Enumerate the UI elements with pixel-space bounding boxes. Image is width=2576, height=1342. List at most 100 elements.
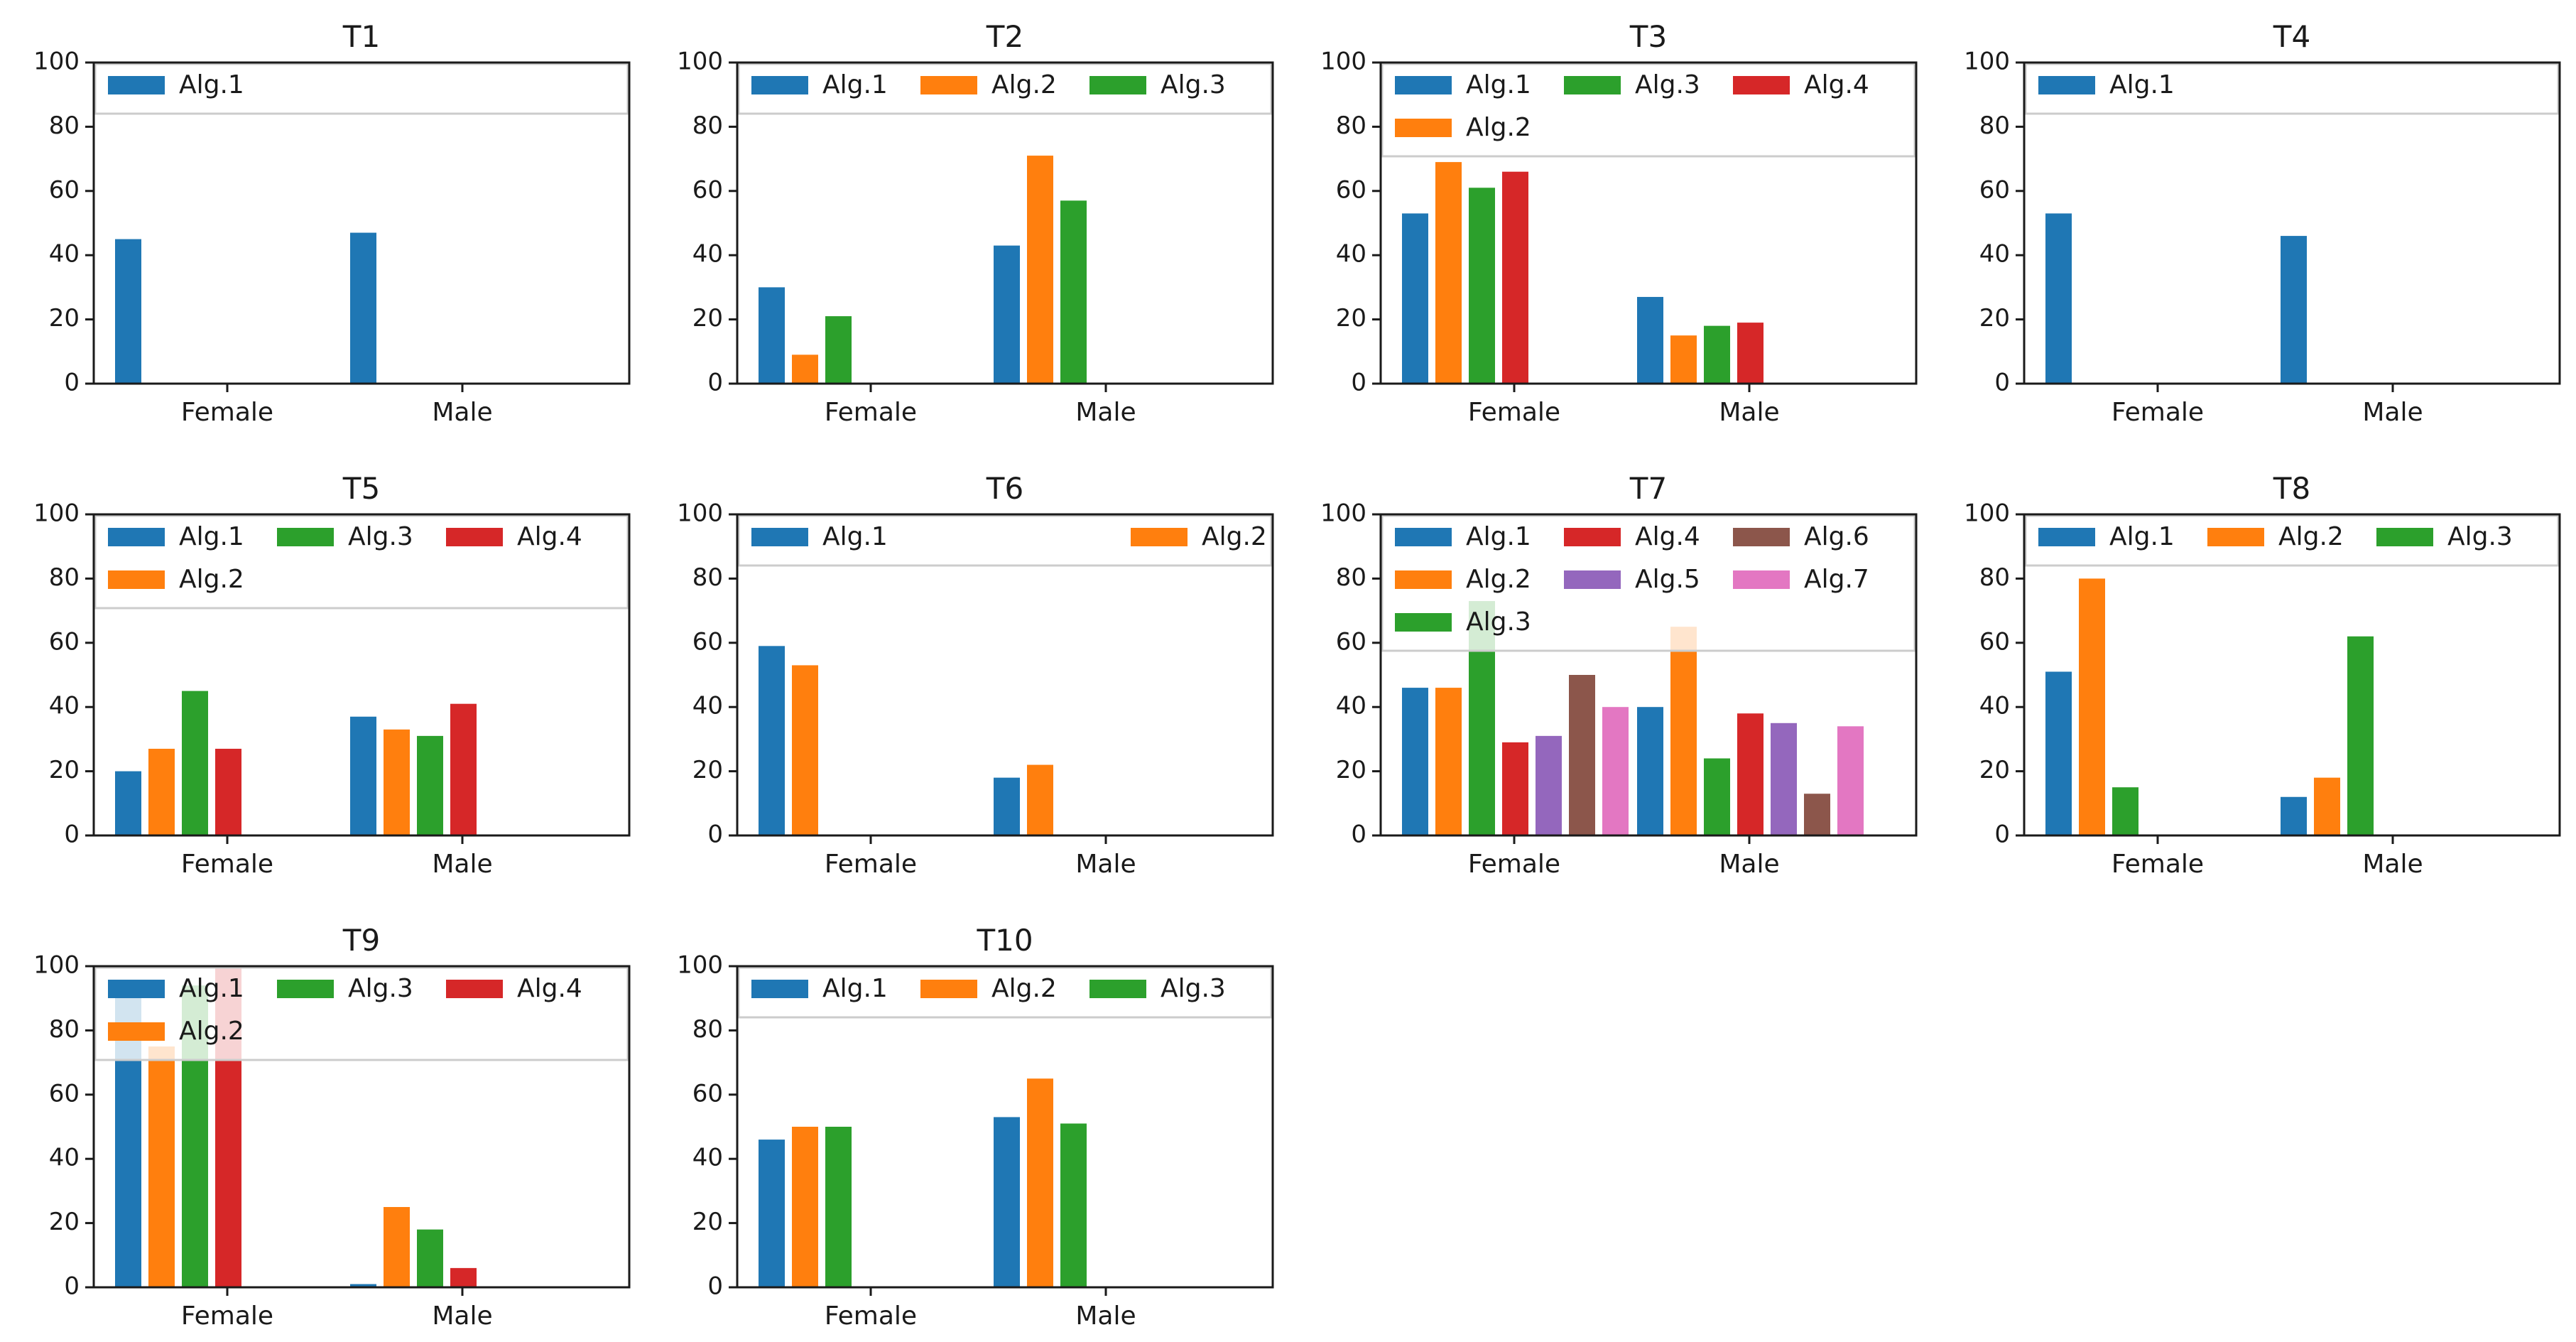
y-tick-label: 20 [692, 756, 723, 784]
legend-label: Alg.5 [1635, 565, 1700, 594]
chart-title: T5 [342, 471, 380, 506]
x-tick-label: Female [2112, 850, 2204, 879]
bar-alg2-female [1435, 162, 1462, 384]
subplot-t2: T2 Alg.1 Alg.2 Alg.3 0 20 40 60 80 100 Female Male [677, 19, 1274, 427]
axes-frame [2023, 513, 2561, 837]
legend-swatch-alg2 [2207, 528, 2264, 546]
x-tick-label: Male [2362, 398, 2423, 427]
y-tick-label: 100 [1320, 499, 1366, 528]
axes-frame [92, 61, 631, 385]
legend-swatch-alg2 [920, 76, 977, 94]
legend-label: Alg.1 [1466, 522, 1531, 551]
y-tick-label: 20 [1336, 756, 1366, 784]
x-tick-label: Male [2362, 850, 2423, 879]
legend-label: Alg.3 [1161, 974, 1226, 1003]
bar-alg1-female [759, 287, 785, 384]
legend-label: Alg.3 [348, 522, 413, 551]
y-tick-label: 80 [692, 563, 723, 592]
subplot-t9: T9 Alg.1 Alg.3 Alg.4 Alg.2 0 20 40 60 80 100 Female… [33, 923, 631, 1331]
legend-swatch-alg4 [446, 528, 503, 546]
bar-alg7-female [1602, 707, 1629, 835]
legend-box [94, 966, 629, 1061]
legend-swatch-alg1 [1395, 528, 1452, 546]
legend-label: Alg.1 [1466, 70, 1531, 99]
y-tick-label: 0 [707, 1272, 723, 1301]
bar-alg2-male [1027, 156, 1053, 384]
legend-swatch-alg3 [277, 980, 334, 998]
y-tick-label: 40 [1336, 692, 1366, 720]
y-tick-label: 60 [692, 175, 723, 204]
y-tick-label: 100 [33, 951, 80, 980]
y-tick-label: 20 [692, 304, 723, 332]
legend-box [737, 514, 1273, 567]
bar-alg4-female [215, 748, 241, 835]
bar-alg1-male [1637, 707, 1663, 835]
bar-alg2-male [1027, 764, 1053, 835]
bar-alg1-male [994, 1117, 1020, 1287]
bar-alg1-female [1402, 213, 1428, 384]
legend-swatch-alg1 [1395, 76, 1452, 94]
y-tick-label: 80 [692, 112, 723, 140]
legend-label: Alg.1 [822, 70, 888, 99]
y-tick-label: 0 [64, 1272, 80, 1301]
legend-swatch-alg7 [1733, 570, 1790, 589]
legend-swatch-alg1 [108, 980, 165, 998]
bar-alg4-male [1737, 713, 1763, 835]
legend-swatch-alg5 [1564, 570, 1621, 589]
bar-alg2-female [792, 1127, 818, 1287]
y-tick-label: 40 [49, 1144, 80, 1172]
bar-alg3-male [1704, 325, 1730, 384]
legend-swatch-alg4 [1564, 528, 1621, 546]
legend-label: Alg.4 [517, 974, 582, 1003]
y-tick-label: 60 [49, 175, 80, 204]
x-tick-label: Male [1075, 1302, 1136, 1331]
bar-alg3-male [1060, 1123, 1087, 1287]
legend-swatch-alg1 [751, 528, 808, 546]
subplot-t7: T7 Alg.1 Alg.4 Alg.6 Alg.2 Alg.5 Alg.7 Alg.3 0 20… [1320, 471, 1918, 879]
bar-alg2-male [384, 729, 410, 835]
bar-alg1-female [759, 1140, 785, 1287]
legend-label: Alg.3 [1161, 70, 1226, 99]
y-tick-label: 20 [49, 304, 80, 332]
x-tick-label: Female [825, 850, 917, 879]
legend-swatch-alg2 [1395, 119, 1452, 137]
legend-swatch-alg1 [2038, 528, 2095, 546]
bar-alg1-male [1637, 296, 1663, 384]
y-tick-label: 80 [49, 112, 80, 140]
bar-alg3-female [825, 316, 852, 384]
legend-box [737, 63, 1273, 115]
legend-label: Alg.2 [2278, 522, 2344, 551]
chart-title: T4 [2273, 19, 2310, 54]
subplot-t5: T5 Alg.1 Alg.3 Alg.4 Alg.2 0 20 40 60 80 100 Female… [33, 471, 631, 879]
y-tick-label: 40 [692, 1144, 723, 1172]
legend-swatch-alg1 [751, 980, 808, 998]
bar-alg4-female [1502, 171, 1528, 384]
y-tick-label: 40 [1336, 240, 1366, 269]
legend-box [2024, 514, 2560, 567]
bar-alg2-female [2079, 578, 2105, 835]
bar-alg6-female [1569, 675, 1595, 835]
x-tick-label: Male [432, 1302, 492, 1331]
bar-alg1-male [350, 232, 376, 384]
x-tick-label: Male [432, 850, 492, 879]
bar-alg2-male [1027, 1078, 1053, 1287]
axes-frame [92, 513, 631, 837]
axes-frame [1379, 61, 1918, 385]
bar-alg1-female [2045, 671, 2072, 835]
bar-alg1-female [115, 771, 141, 835]
bar-alg1-female [1402, 688, 1428, 835]
subplot-t10: T10 Alg.1 Alg.2 Alg.3 0 20 40 60 80 100 Female Male [677, 923, 1274, 1331]
legend-label: Alg.3 [348, 974, 413, 1003]
chart-title: T9 [342, 923, 380, 958]
legend-swatch-alg1 [751, 76, 808, 94]
bar-alg1-female [2045, 213, 2072, 384]
y-tick-label: 40 [49, 240, 80, 269]
x-tick-label: Female [825, 398, 917, 427]
chart-title: T7 [1629, 471, 1667, 506]
legend-box [94, 63, 629, 115]
bar-alg2-female [1435, 688, 1462, 835]
legend-label: Alg.1 [2109, 70, 2175, 99]
y-tick-label: 100 [1964, 48, 2010, 76]
legend-swatch-alg2 [1395, 570, 1452, 589]
bar-alg1-female [759, 646, 785, 835]
